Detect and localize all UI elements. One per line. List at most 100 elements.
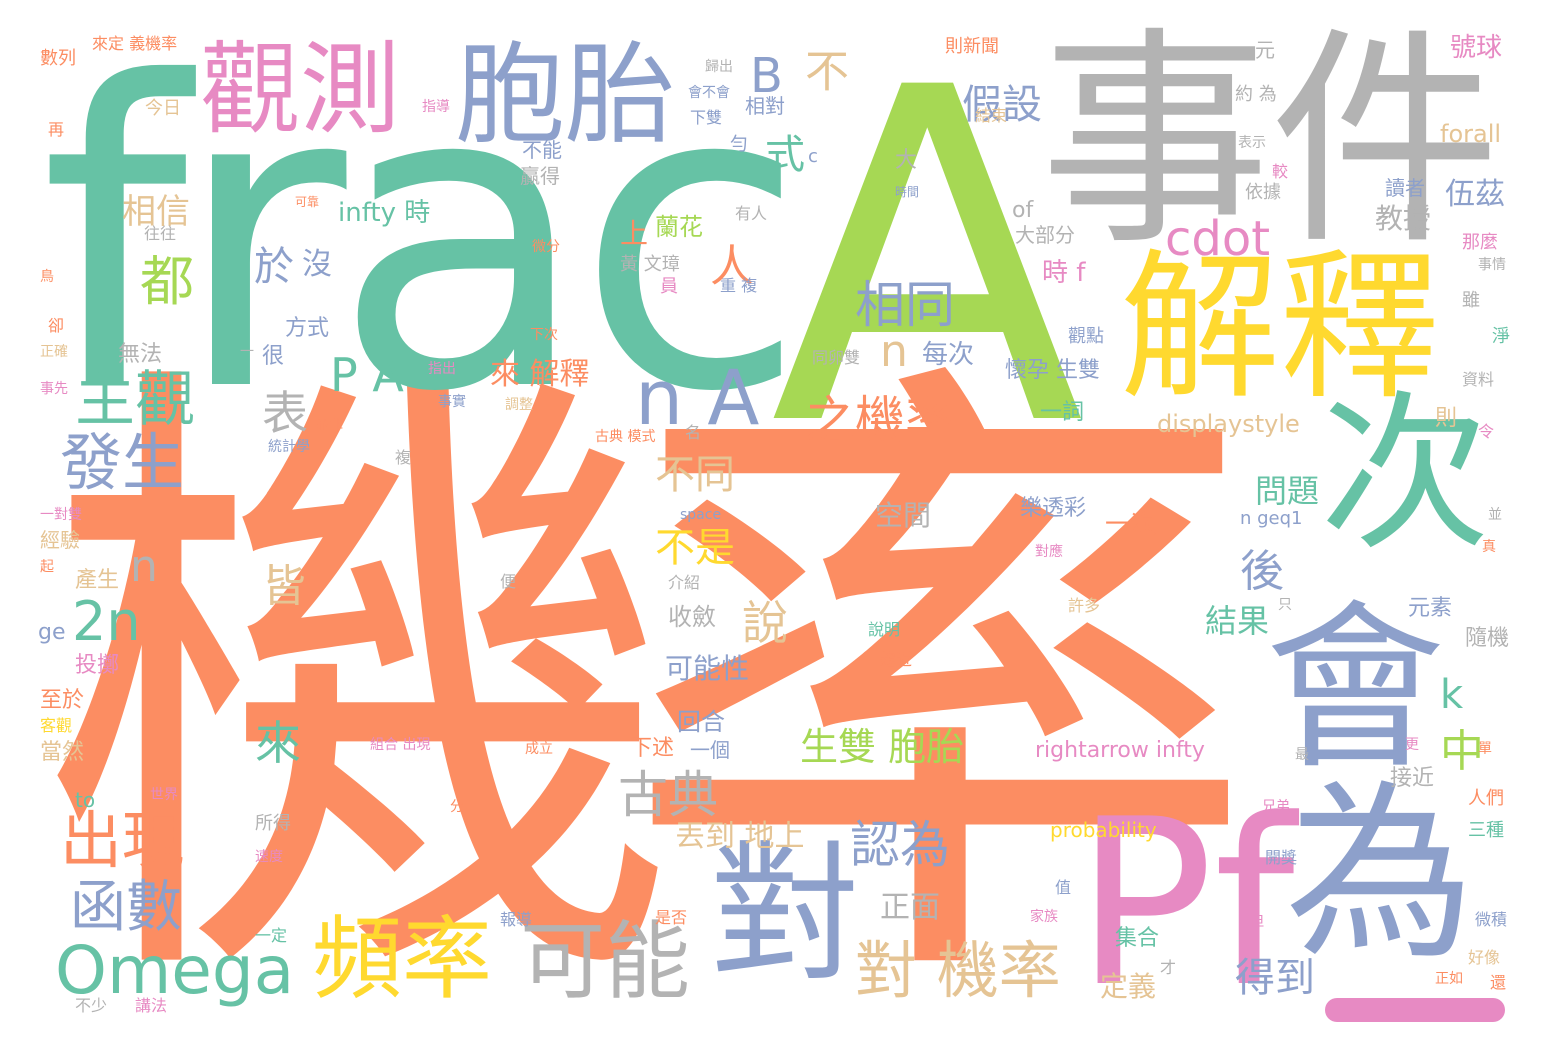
word-ziliao: 資料 [1462,370,1495,389]
word-yige: 一個 [690,738,730,762]
word-nage: 那麼 [1462,232,1498,253]
word-haoqiu: 號球 [1450,33,1503,63]
word-ngeq: n geq1 [1240,508,1303,529]
word-fasheng: 發生 [60,426,185,499]
word-of: of [1012,198,1034,223]
word-yici: 一次 [1105,510,1158,540]
word-tiaoxiang: 調整 [505,397,533,413]
word-wenti: 問題 [1255,472,1320,510]
word-B: B [750,48,783,104]
word-hanshu: 函數 [70,875,182,940]
word-n2: n [880,326,908,377]
word-keneng: 可能 [520,913,691,1012]
word-jizhi: 值 [1055,878,1072,897]
word-shijian: 事件 [1040,9,1501,276]
word-xiangxin: 相信 [122,192,190,232]
word-xuduo: 許多 [1068,596,1101,615]
word-tongluan: 同卵雙 [812,348,861,367]
word-zhuguan: 主觀 [75,365,195,435]
word-to: to [75,788,96,812]
word-kongjian: 空間 [875,499,932,532]
word-lexuancai: 樂透彩 [1020,496,1087,521]
word-jie: 皆 [262,561,306,612]
word-shifou: 是否 [655,908,688,927]
word-xiangtong: 相同 [855,276,955,334]
word-gudian: 古典 [618,766,718,824]
word-yu: 於 [247,245,293,285]
word-Pf: Pf [1075,771,1295,1038]
word-guance: 觀測 [200,31,400,148]
word-yun: 勻 [730,134,748,155]
word-da: 大 [895,148,918,173]
word-suiji: 隨機 [1465,626,1510,651]
word-kaijiang: 開獎 [1265,848,1298,867]
word-renwei: 認為 [850,816,950,874]
word-niao: 鳥 [40,269,54,285]
word-pinlv: 頻率 [312,907,492,1012]
word-yuansu: 元素 [1408,596,1453,621]
word-tongji: 統計學 [268,439,310,455]
word-jieshi: 解釋 [1120,234,1441,421]
word-omega: Omega [55,932,295,1009]
word-diudao: 丟到 地上 [675,819,805,854]
word-n1: n [130,541,158,592]
word-dangran: 當然 [40,740,85,765]
word-lanhua: 蘭花 [655,213,703,241]
word-ren: 人 [710,241,754,292]
word-hen: 很 [262,344,285,369]
word-xiashuang: 下雙 [690,108,723,127]
word-ci: 次 [1320,376,1491,574]
word-PA: P A [330,348,404,402]
word-jiashe: 假設 [962,82,1042,128]
word-wufa: 無法 [118,342,163,367]
word-chongfu: 重 複 [720,276,758,295]
word-dash [1325,998,1505,1022]
word-mei: 沒 [302,247,332,282]
word-cai: 才 [1160,958,1177,977]
word-biaoshi: 表示 [1238,135,1266,151]
word-zuhechuxian: 組合 出現 [370,737,431,753]
word-shiqing: 事情 [1478,257,1506,273]
word-biao: 表 [262,386,308,440]
word-huaiyun: 懷孕 生雙 [1005,358,1100,383]
word-quejin: 趨近 [880,650,913,669]
word-wei: 為 [1285,764,1476,985]
word-chansheng: 產生 [75,568,120,593]
word-jiazu: 家族 [1030,909,1058,925]
word-zexinwen: 則新聞 [945,36,999,57]
word-2n: 2n [72,590,141,653]
word-hai: 還 [1490,973,1507,992]
word-haoxiang: 好像 [1468,948,1501,967]
word-daliang: 時間 [895,185,920,199]
word-shouyi: 收斂 [668,603,716,631]
word-meici: 每次 [922,340,975,370]
word-jiao: 較 [1272,162,1289,181]
word-yiding: 一定 [255,926,288,945]
word-zhong: 中 [1440,726,1484,777]
word-shif: 時 f [1042,258,1086,288]
word-zhijilv: 之機率 [805,391,955,449]
word-xiongdi: 兄弟 [1262,799,1290,815]
word-shang: 上 [620,217,649,250]
word-fen: 分 [450,799,464,815]
word-sanzhong: 三種 [1468,820,1504,841]
word-duijilv: 對 機率 [855,934,1061,1007]
word-dui2: 對應 [1035,544,1063,560]
word-dou: 都 [140,250,194,313]
word-weiqi: 微積 [1475,910,1508,929]
word-probability: probability [1050,818,1157,842]
word-nA: n A [635,353,760,442]
word-kelu: 可靠 [295,195,320,209]
word-dedao: 得到 [1235,955,1315,1001]
word-shuliang: 數列 [40,48,76,69]
word-jiaoshou: 教授 [1375,202,1432,235]
word-touzhi: 投擲 [75,653,120,678]
word-shixian: 事先 [40,381,68,397]
word-jieguo: 結果 [1205,602,1270,640]
word-qi: 起 [40,559,54,575]
word-fuza: 雖 [1462,290,1480,311]
word-dabufen: 大部分 [1015,223,1075,247]
word-zhizhi: 指導 [422,99,450,115]
word-frac: frac [40,0,807,484]
word-dingyi: 定義 [1100,970,1157,1003]
